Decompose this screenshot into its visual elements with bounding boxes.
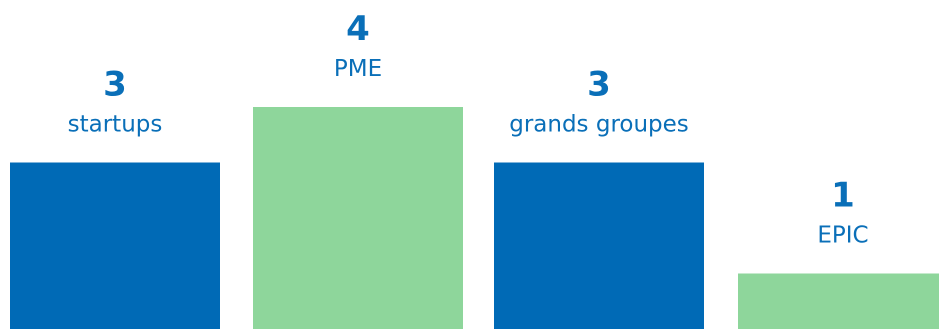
value-label-epic: 1 [831, 176, 855, 216]
bar-startups [10, 162, 220, 329]
bar-grands-groupes [494, 162, 704, 329]
category-label-startups: startups [68, 112, 163, 138]
value-label-pme: 4 [346, 9, 370, 49]
value-label-startups: 3 [103, 65, 127, 105]
category-label-grands-groupes: grands groupes [509, 112, 689, 138]
value-label-grands-groupes: 3 [587, 65, 611, 105]
bar-pme [253, 107, 463, 329]
bar-epic [738, 273, 939, 329]
category-label-epic: EPIC [817, 223, 868, 249]
category-label-pme: PME [334, 56, 382, 82]
